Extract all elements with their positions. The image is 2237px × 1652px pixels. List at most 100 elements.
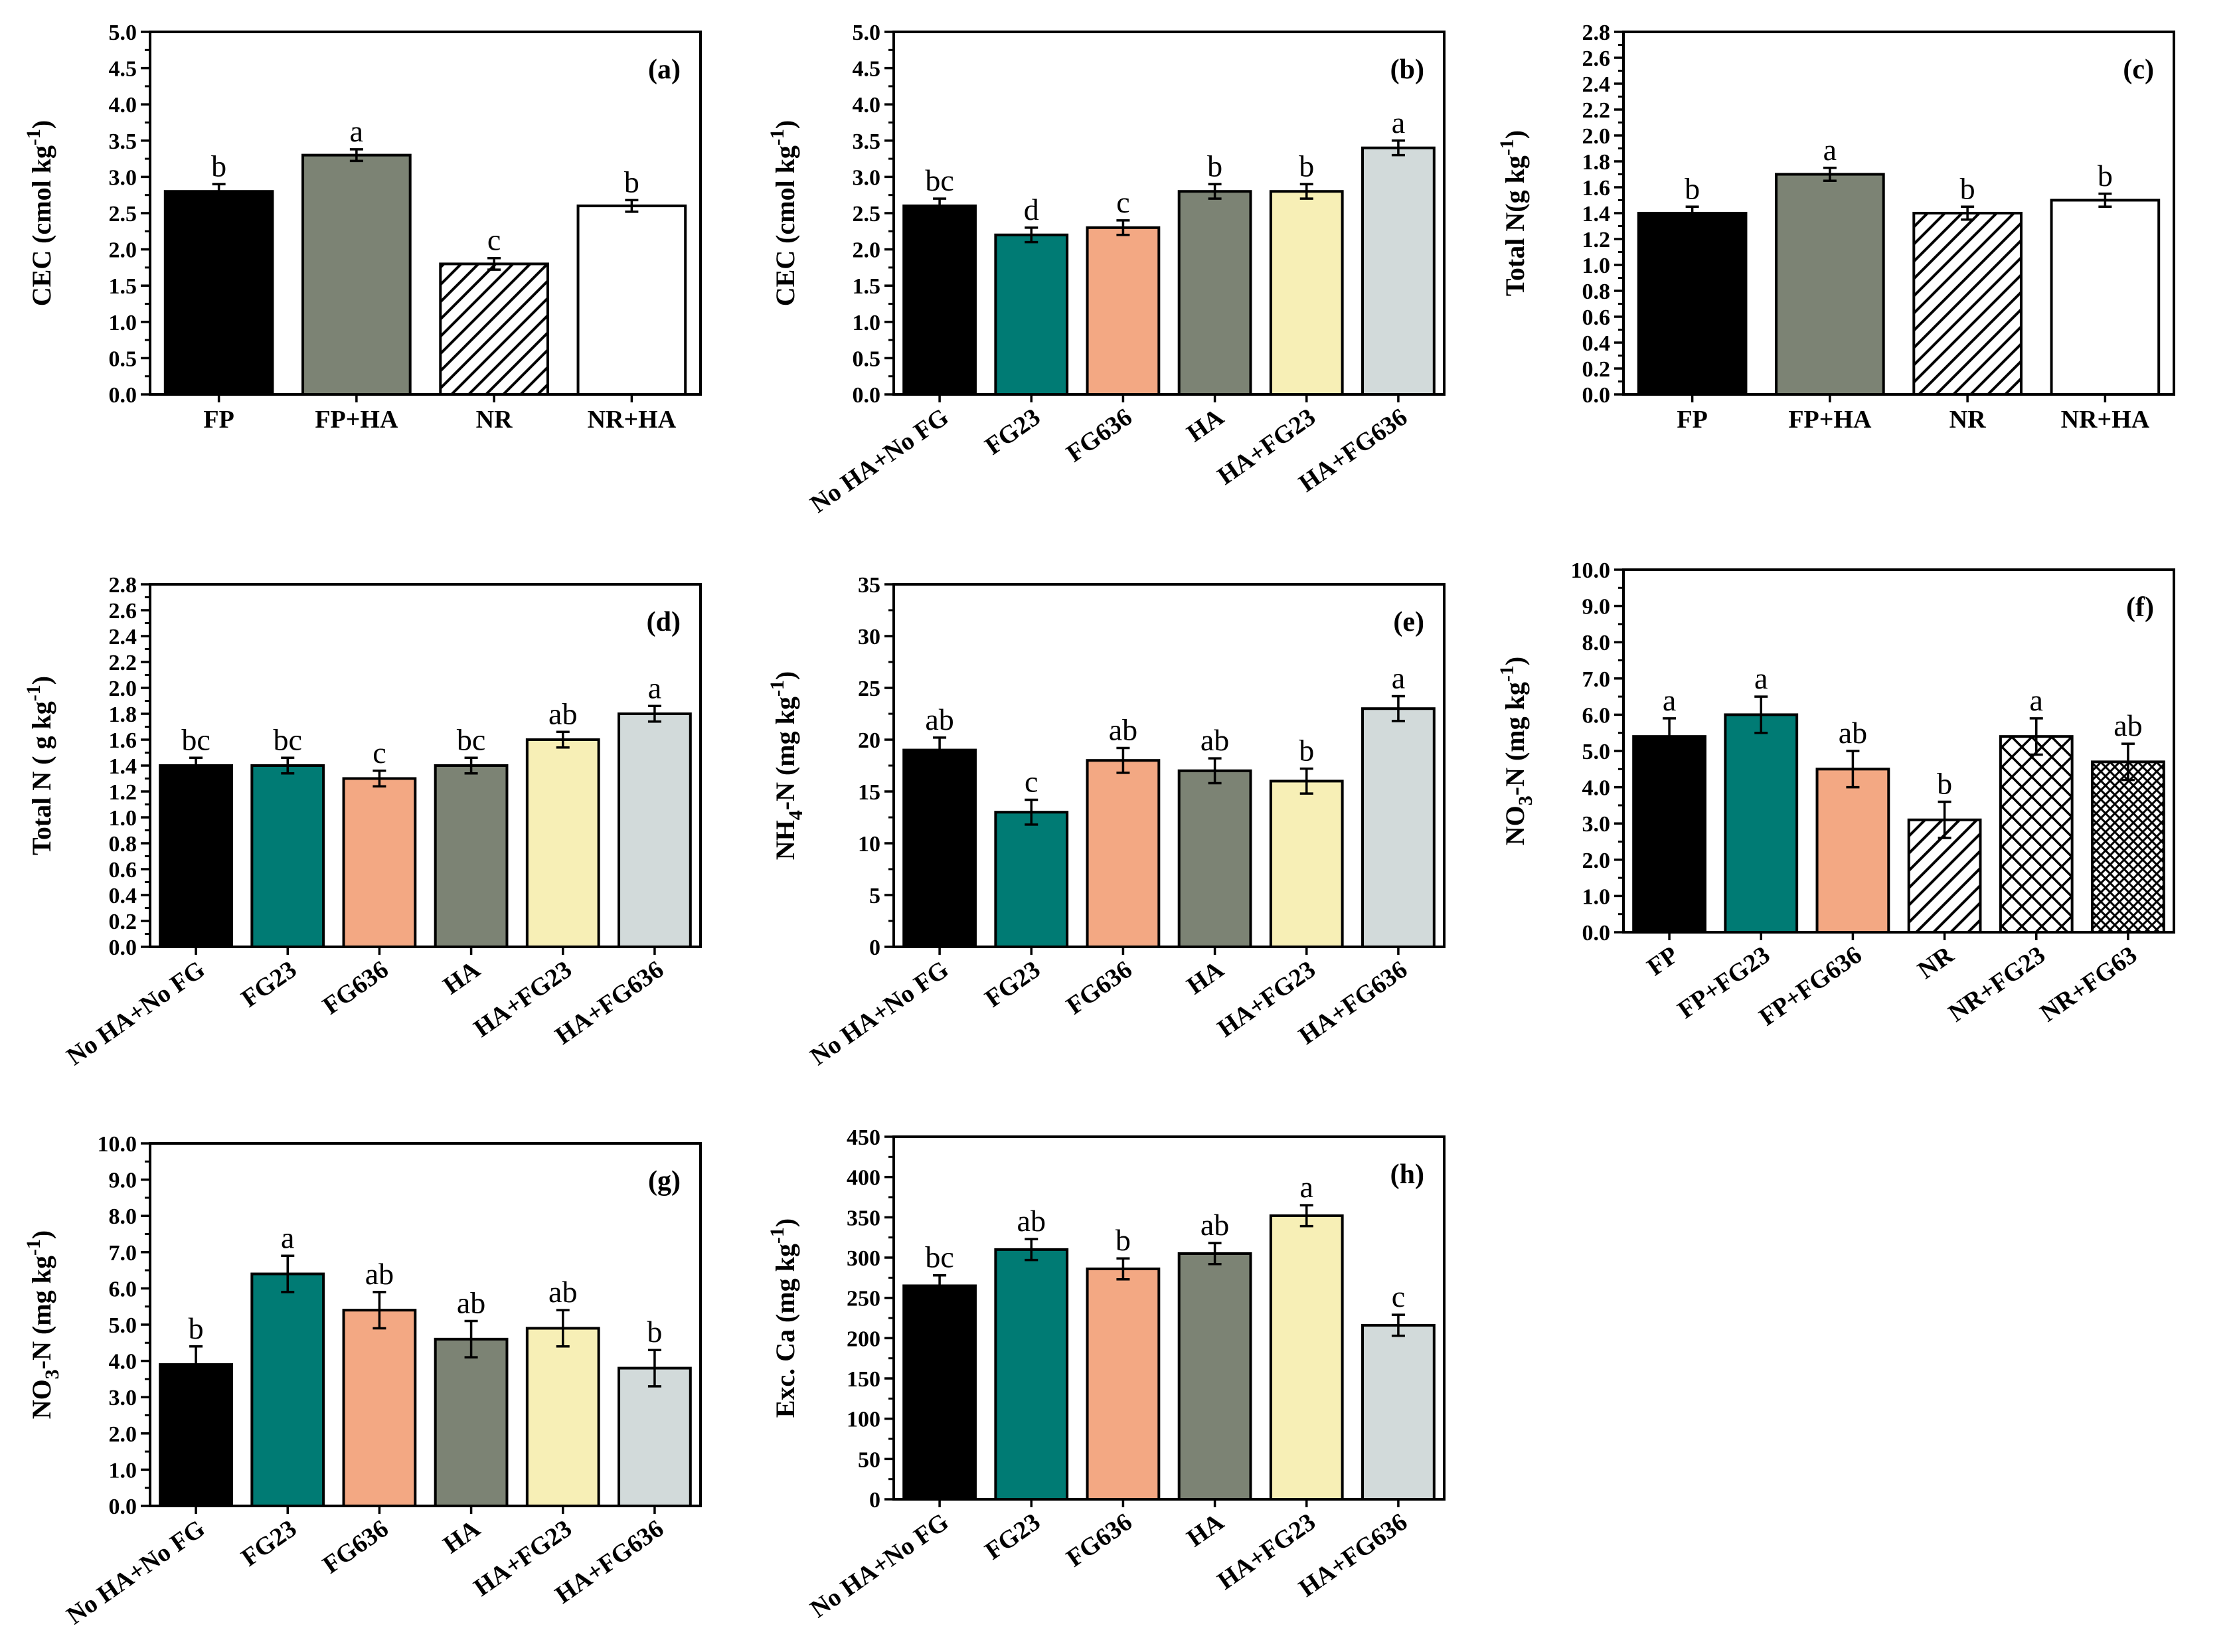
x-category-label: NR+FG63: [2035, 941, 2142, 1027]
y-tick-label: 1.0: [109, 1458, 137, 1483]
y-tick-label: 2.0: [109, 238, 137, 263]
y-axis-label-rest: -N (mg kg: [1500, 682, 1530, 795]
bar: [994, 811, 1069, 948]
bar: [1912, 212, 2023, 396]
x-category-label: HA: [1182, 955, 1229, 1000]
y-tick-label: 35: [858, 573, 880, 598]
significance-letter: a: [1663, 683, 1676, 717]
y-axis-label-superscript: -1: [23, 1239, 44, 1256]
y-tick-label: 1.4: [1582, 202, 1611, 226]
y-tick-label: 0.0: [1582, 383, 1611, 408]
y-tick-label: 1.8: [109, 702, 137, 727]
bar: [434, 1337, 509, 1507]
y-tick-label: 4.0: [853, 93, 881, 118]
significance-letter: d: [1024, 193, 1039, 226]
y-tick-label: 7.0: [1582, 667, 1611, 692]
y-tick-label: 0.2: [1582, 357, 1611, 382]
bar: [1361, 146, 1436, 396]
y-axis-label-end: ): [27, 1230, 56, 1239]
y-axis-label-superscript: -1: [1496, 665, 1518, 682]
y-tick-label: 2.8: [109, 573, 137, 598]
x-category-label: FG23: [236, 1515, 301, 1572]
y-tick-label: 8.0: [109, 1204, 137, 1229]
y-axis-label-end: ): [1500, 130, 1530, 139]
bar: [1177, 190, 1252, 396]
chart-panel: 0.00.20.40.60.81.01.21.41.61.82.02.22.42…: [23, 573, 702, 1071]
bar: [994, 1248, 1069, 1501]
y-tick-label: 2.4: [1582, 72, 1611, 97]
y-axis-label-end: ): [27, 676, 56, 685]
y-axis-label: Total N ( g kg-1): [23, 676, 56, 855]
y-tick-label: 2.5: [109, 202, 137, 226]
x-category-label: No HA+No FG: [62, 1515, 210, 1630]
y-tick-label: 10.0: [98, 1132, 137, 1157]
y-axis-label-end: ): [770, 1218, 800, 1227]
bar: [342, 1309, 417, 1508]
significance-letter: b: [1299, 149, 1314, 183]
significance-letter: ab: [548, 697, 577, 730]
y-axis-label: CEC (cmol kg-1): [23, 120, 56, 307]
bar: [618, 1366, 692, 1508]
significance-letter: b: [1960, 171, 1975, 205]
significance-letter: b: [1299, 734, 1314, 768]
y-tick-label: 0: [869, 1488, 880, 1513]
y-tick-label: 2.4: [109, 625, 137, 649]
bar: [1086, 226, 1161, 396]
y-axis-label: Total N(g kg-1): [1496, 130, 1530, 296]
bar: [301, 153, 412, 396]
bar: [1632, 735, 1706, 934]
panel-label: (e): [1393, 607, 1424, 637]
y-axis-label-end: ): [770, 120, 800, 129]
y-tick-label: 2.2: [1582, 98, 1611, 123]
y-tick-label: 3.0: [109, 165, 137, 190]
significance-letter: b: [1685, 171, 1700, 205]
y-tick-label: 0.2: [109, 910, 137, 934]
x-category-label: FP: [203, 406, 234, 434]
significance-letter: ab: [548, 1275, 577, 1309]
significance-letter: b: [1116, 1223, 1131, 1257]
y-tick-label: 9.0: [109, 1169, 137, 1193]
y-tick-label: 1.0: [1582, 884, 1611, 909]
bar: [994, 233, 1069, 396]
y-axis-label-subscript: 4: [785, 810, 807, 820]
y-axis-label-rest: -N (mg kg: [27, 1256, 56, 1369]
bar: [163, 190, 274, 396]
bar: [902, 205, 977, 396]
panel-label: (b): [1390, 54, 1424, 85]
bar: [1269, 780, 1344, 949]
x-category-label: FG636: [1062, 403, 1137, 467]
y-tick-label: 0.5: [853, 347, 881, 371]
bar: [439, 262, 549, 396]
significance-letter: ab: [1109, 712, 1137, 746]
significance-letter: ab: [1201, 1208, 1229, 1242]
y-tick-label: 1.0: [109, 311, 137, 335]
y-tick-label: 2.6: [109, 599, 137, 623]
x-category-label: HA: [438, 955, 485, 1000]
panel-label: (c): [2123, 54, 2154, 85]
y-tick-label: 3.0: [1582, 812, 1611, 837]
y-tick-label: 2.0: [109, 677, 137, 701]
y-tick-label: 6.0: [109, 1277, 137, 1301]
y-tick-label: 0.0: [853, 383, 881, 408]
bar: [576, 205, 687, 396]
y-tick-label: 0.6: [109, 858, 137, 882]
x-category-label: FG636: [1062, 955, 1137, 1020]
y-tick-label: 0.0: [109, 1495, 137, 1519]
y-tick-label: 30: [858, 625, 880, 649]
significance-letter: a: [1300, 1170, 1313, 1204]
bar: [618, 712, 692, 948]
y-axis-label-main: Total N ( g kg: [27, 701, 56, 855]
y-tick-label: 5.0: [109, 21, 137, 45]
x-category-label: No HA+No FG: [805, 1508, 953, 1623]
y-tick-label: 4.0: [109, 1350, 137, 1374]
bar: [525, 738, 600, 948]
bar: [159, 764, 233, 948]
significance-letter: bc: [925, 163, 953, 197]
y-axis-label-superscript: -1: [766, 1227, 788, 1244]
x-category-label: NR: [1913, 941, 1959, 985]
y-tick-label: 6.0: [1582, 703, 1611, 728]
y-axis-label-end: ): [27, 120, 56, 129]
x-category-label: FG23: [980, 403, 1045, 460]
x-category-label: FP: [1642, 941, 1683, 981]
x-category-label: No HA+No FG: [805, 955, 953, 1071]
